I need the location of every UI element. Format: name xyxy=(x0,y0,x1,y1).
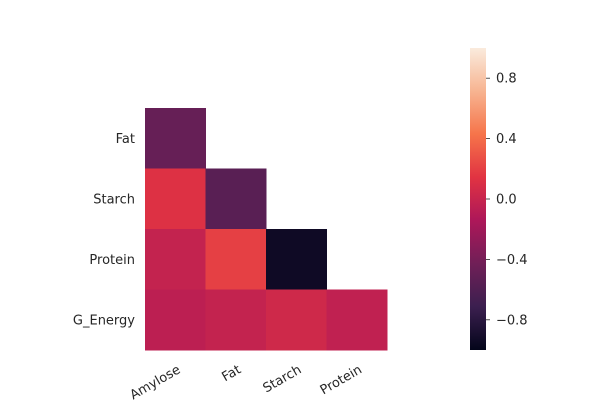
heatmap-cell-amylose-starch xyxy=(145,168,206,230)
heatmap-cell-starch-protein xyxy=(266,229,327,290)
y-tick-labels: Fat Starch Protein G_Energy xyxy=(73,132,135,329)
heatmap-cell-protein-g_energy xyxy=(326,289,388,351)
colorbar-tick-label: 0.4 xyxy=(496,132,517,147)
colorbar-tick-label: −0.8 xyxy=(496,313,528,328)
x-tick-label: Fat xyxy=(219,362,243,385)
x-tick-label: Protein xyxy=(318,362,365,398)
colorbar-gradient xyxy=(470,48,486,350)
x-tick-label: Amylose xyxy=(128,362,184,400)
x-tick-label: Starch xyxy=(261,362,305,396)
heatmap-cell-starch-g_energy xyxy=(266,289,327,351)
heatmap-cell-amylose-protein xyxy=(145,229,206,290)
x-tick-labels: Amylose Fat Starch Protein xyxy=(128,362,365,400)
y-tick-label: Protein xyxy=(89,253,135,268)
heatmap-cell-fat-starch xyxy=(205,168,267,230)
colorbar-tick-label: 0.0 xyxy=(496,193,517,208)
heatmap-cell-amylose-g_energy xyxy=(145,289,206,351)
heatmap-cell-fat-protein xyxy=(205,229,267,290)
heatmap-cell-amylose-fat xyxy=(145,108,206,169)
heatmap-cells xyxy=(145,108,388,351)
heatmap-cell-fat-g_energy xyxy=(205,289,267,351)
y-tick-label: Starch xyxy=(93,192,135,207)
colorbar: 0.8 0.4 0.0 −0.4 −0.8 xyxy=(470,48,528,350)
colorbar-tick-label: 0.8 xyxy=(496,72,517,87)
y-tick-label: G_Energy xyxy=(73,313,135,328)
y-tick-label: Fat xyxy=(116,132,135,147)
colorbar-tick-label: −0.4 xyxy=(496,253,528,268)
